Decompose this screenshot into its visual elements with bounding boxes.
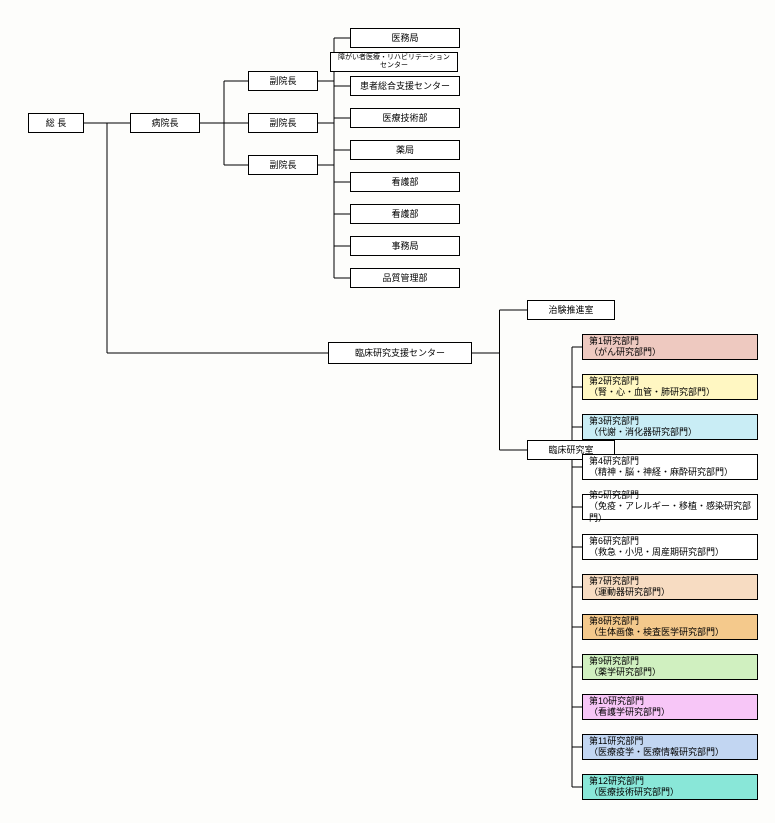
- dept-title: 第9研究部門: [589, 656, 639, 667]
- dept-r08: 第8研究部門（生体画像・検査医学研究部門）: [582, 614, 758, 640]
- dept-title: 第10研究部門: [589, 696, 644, 707]
- node-vp3: 副院長: [248, 155, 318, 175]
- node-label: 副院長: [269, 76, 296, 87]
- dept-r01: 第1研究部門（がん研究部門）: [582, 334, 758, 360]
- dept-r10: 第10研究部門（看護学研究部門）: [582, 694, 758, 720]
- dept-r05: 第5研究部門（免疫・アレルギー・移植・感染研究部門）: [582, 494, 758, 520]
- dept-r09: 第9研究部門（薬学研究部門）: [582, 654, 758, 680]
- dept-r02: 第2研究部門（腎・心・血管・肺研究部門）: [582, 374, 758, 400]
- node-vp1: 副院長: [248, 71, 318, 91]
- dept-subtitle: （精神・脳・神経・麻酔研究部門）: [589, 467, 733, 478]
- dept-title: 第2研究部門: [589, 376, 639, 387]
- node-d09: 品質管理部: [350, 268, 460, 288]
- dept-r11: 第11研究部門（医療疫学・医療情報研究部門）: [582, 734, 758, 760]
- node-label: 医務局: [391, 33, 418, 44]
- dept-subtitle: （看護学研究部門）: [589, 707, 670, 718]
- dept-title: 第3研究部門: [589, 416, 639, 427]
- node-label: 治験推進室: [548, 305, 593, 316]
- dept-subtitle: （医療疫学・医療情報研究部門）: [589, 747, 724, 758]
- node-label: 副院長: [269, 118, 296, 129]
- dept-title: 第1研究部門: [589, 336, 639, 347]
- node-d04: 医療技術部: [350, 108, 460, 128]
- node-d01: 医務局: [350, 28, 460, 48]
- dept-subtitle: （腎・心・血管・肺研究部門）: [589, 387, 715, 398]
- dept-title: 第5研究部門: [589, 490, 639, 501]
- dept-title: 第7研究部門: [589, 576, 639, 587]
- dept-title: 第8研究部門: [589, 616, 639, 627]
- node-label: 看護部: [391, 177, 418, 188]
- dept-subtitle: （免疫・アレルギー・移植・感染研究部門）: [589, 501, 751, 524]
- node-d05: 薬局: [350, 140, 460, 160]
- node-vp2: 副院長: [248, 113, 318, 133]
- dept-subtitle: （医療技術研究部門）: [589, 787, 679, 798]
- dept-r12: 第12研究部門（医療技術研究部門）: [582, 774, 758, 800]
- dept-title: 第4研究部門: [589, 456, 639, 467]
- node-label: 医療技術部: [382, 113, 427, 124]
- node-trial: 治験推進室: [527, 300, 615, 320]
- node-label: 障がい者医療・リハビリテーションセンター: [335, 54, 453, 71]
- dept-subtitle: （薬学研究部門）: [589, 667, 661, 678]
- node-label: 看護部: [391, 209, 418, 220]
- dept-r07: 第7研究部門（運動器研究部門）: [582, 574, 758, 600]
- dept-subtitle: （運動器研究部門）: [589, 587, 670, 598]
- node-d07: 看護部: [350, 204, 460, 224]
- dept-title: 第12研究部門: [589, 776, 644, 787]
- node-label: 病院長: [151, 118, 178, 129]
- node-d06: 看護部: [350, 172, 460, 192]
- dept-r03: 第3研究部門（代謝・消化器研究部門）: [582, 414, 758, 440]
- dept-subtitle: （がん研究部門）: [589, 347, 661, 358]
- node-label: 副院長: [269, 160, 296, 171]
- dept-subtitle: （代謝・消化器研究部門）: [589, 427, 697, 438]
- node-label: 事務局: [391, 241, 418, 252]
- dept-r04: 第4研究部門（精神・脳・神経・麻酔研究部門）: [582, 454, 758, 480]
- node-label: 患者総合支援センター: [360, 81, 450, 92]
- node-root: 総 長: [28, 113, 84, 133]
- node-label: 臨床研究支援センター: [355, 348, 445, 359]
- node-label: 総 長: [46, 118, 67, 129]
- node-d08: 事務局: [350, 236, 460, 256]
- node-label: 品質管理部: [382, 273, 427, 284]
- node-d03: 患者総合支援センター: [350, 76, 460, 96]
- node-d02: 障がい者医療・リハビリテーションセンター: [330, 52, 458, 72]
- node-center: 臨床研究支援センター: [328, 342, 472, 364]
- node-hospital: 病院長: [130, 113, 200, 133]
- node-label: 薬局: [396, 145, 414, 156]
- dept-r06: 第6研究部門（救急・小児・周産期研究部門）: [582, 534, 758, 560]
- dept-subtitle: （生体画像・検査医学研究部門）: [589, 627, 724, 638]
- dept-subtitle: （救急・小児・周産期研究部門）: [589, 547, 724, 558]
- dept-title: 第6研究部門: [589, 536, 639, 547]
- dept-title: 第11研究部門: [589, 736, 643, 747]
